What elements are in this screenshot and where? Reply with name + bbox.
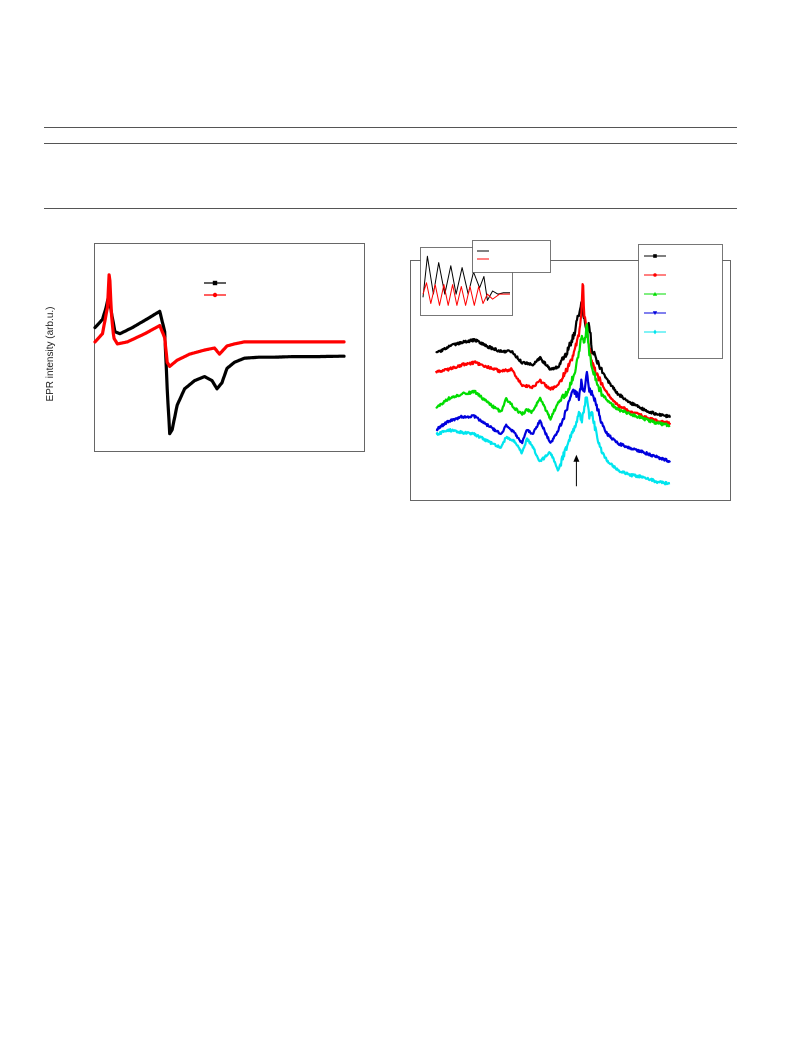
left-legend-marker-2 [212, 292, 218, 298]
middle-rule [44, 143, 737, 144]
right-chart-legend [638, 244, 723, 359]
inset-legend [472, 240, 551, 273]
right-chart-plot-area [434, 282, 672, 486]
right-legend-box [638, 244, 723, 359]
top-rule [44, 127, 737, 128]
left-epr-chart [93, 243, 365, 452]
right-legend-marker-3 [652, 291, 658, 296]
right-legend-marker-2 [653, 273, 657, 277]
left-chart-legend [204, 280, 226, 298]
right-series-line-2 [434, 282, 672, 426]
right-epr-chart [410, 240, 731, 501]
left-chart-plot-frame [94, 243, 365, 452]
left-legend-marker-1 [212, 280, 218, 286]
inset-legend-box [472, 240, 551, 273]
right-series-line-5 [435, 396, 671, 486]
arrow-head [573, 454, 580, 462]
left-series-line-1 [93, 295, 346, 436]
left-series-line-2 [93, 273, 346, 369]
right-series-line-4 [435, 370, 671, 464]
inset-plot-area [422, 255, 510, 306]
right-series-line-1 [435, 301, 672, 419]
right-chart-arrow-annotation [573, 454, 580, 487]
right-legend-marker-4 [652, 311, 658, 316]
left-chart-plot-area [93, 273, 346, 436]
right-series-line-3 [435, 323, 671, 428]
right-legend-marker-1 [653, 254, 657, 258]
bottom-rule [44, 208, 737, 209]
inset-series-line-2 [422, 282, 510, 306]
left-chart-y-axis-label: EPR intensity (arb.u.) [45, 306, 56, 402]
